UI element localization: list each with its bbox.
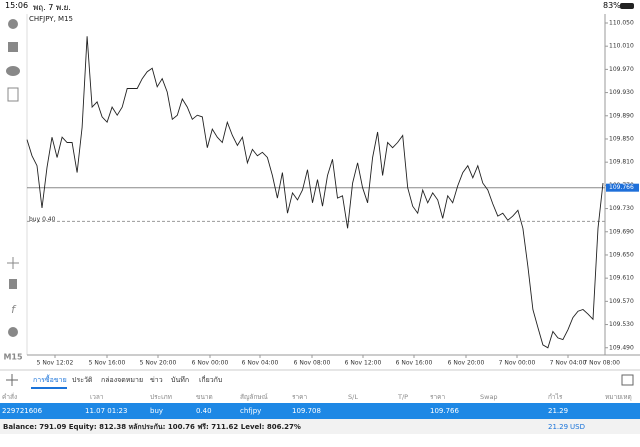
cell: 229721606	[2, 407, 43, 415]
cell: 21.29	[548, 407, 568, 415]
column-header: Swap	[480, 393, 498, 401]
cell: 109.708	[292, 407, 321, 415]
x-tick-label: 5 Nov 12:02	[37, 360, 74, 367]
x-tick-label: 5 Nov 20:00	[140, 360, 177, 367]
y-tick-label: 109.650	[609, 251, 634, 258]
objects-icon[interactable]	[8, 327, 18, 337]
y-tick-label: 109.730	[609, 205, 634, 212]
y-tick-label: 109.970	[609, 66, 634, 73]
price-line	[26, 36, 604, 349]
bid-label: 109.766	[609, 184, 634, 191]
x-tick-label: 7 Nov 08:00	[583, 360, 620, 367]
y-tick-label: 110.010	[609, 43, 634, 50]
column-header: กำไร	[548, 393, 563, 401]
tab[interactable]: การซื้อขาย	[33, 373, 67, 384]
column-header: S/L	[348, 393, 358, 401]
cell: chfjpy	[240, 407, 261, 415]
y-tick-label: 109.530	[609, 321, 634, 328]
x-tick-label: 6 Nov 00:00	[192, 360, 229, 367]
tab[interactable]: เกี่ยวกับ	[199, 375, 222, 384]
cell: 11.07 01:23	[85, 407, 127, 415]
balance-summary: Balance: 791.09 Equity: 812.38 หลักประกั…	[3, 423, 301, 431]
add-button[interactable]	[6, 374, 18, 386]
y-tick-label: 109.850	[609, 135, 634, 142]
column-header: T/P	[397, 393, 408, 401]
layout-icon[interactable]	[621, 374, 634, 386]
new-order-icon[interactable]	[7, 87, 19, 102]
tab[interactable]: กล่องจดหมาย	[101, 376, 143, 384]
crosshair-icon[interactable]	[7, 257, 19, 269]
order-label: buy 0.40	[29, 216, 56, 223]
column-header: ราคา	[292, 393, 307, 401]
chat-icon[interactable]	[6, 66, 20, 76]
cell: 0.40	[196, 407, 212, 415]
battery-icon	[620, 3, 634, 9]
timeframe[interactable]: M15	[3, 353, 23, 362]
tab[interactable]: ประวัติ	[72, 376, 93, 384]
y-tick-label: 109.570	[609, 298, 634, 305]
function-icon[interactable]: f	[11, 303, 17, 316]
status-battery: 83%	[603, 1, 621, 10]
account-icon[interactable]	[8, 19, 18, 29]
status-date: พฤ. 7 พ.ย.	[33, 3, 71, 12]
y-tick-label: 109.690	[609, 228, 634, 235]
column-header: หมายเหตุ	[605, 393, 632, 401]
x-tick-label: 6 Nov 20:00	[448, 360, 485, 367]
tab[interactable]: ข่าว	[150, 376, 163, 384]
x-tick-label: 7 Nov 00:00	[499, 360, 536, 367]
total-profit: 21.29	[548, 423, 568, 431]
balance-bar	[0, 419, 640, 434]
column-header: ขนาด	[196, 393, 213, 401]
cell: buy	[150, 407, 163, 415]
column-header: ประเภท	[150, 393, 172, 401]
column-header: สัญลักษณ์	[240, 393, 268, 401]
y-tick-label: 109.610	[609, 275, 634, 282]
selected-row[interactable]	[0, 403, 640, 419]
trade-icon[interactable]	[8, 42, 18, 52]
y-tick-label: 109.490	[609, 344, 634, 351]
y-tick-label: 109.890	[609, 112, 634, 119]
column-header: คำสั่ง	[2, 392, 17, 401]
x-tick-label: 6 Nov 04:00	[242, 360, 279, 367]
x-tick-label: 6 Nov 08:00	[294, 360, 331, 367]
x-tick-label: 6 Nov 12:00	[345, 360, 382, 367]
tab[interactable]: บันทึก	[171, 375, 189, 384]
y-tick-label: 110.050	[609, 19, 634, 26]
x-tick-label: 6 Nov 16:00	[396, 360, 433, 367]
x-tick-label: 7 Nov 04:00	[550, 360, 587, 367]
y-tick-label: 109.930	[609, 89, 634, 96]
column-header: ราคา	[430, 393, 445, 401]
bid-box	[606, 183, 639, 192]
chart-title: CHFJPY, M15	[29, 15, 73, 23]
currency: USD	[570, 423, 585, 431]
indicator-icon[interactable]	[9, 279, 17, 289]
x-tick-label: 5 Nov 16:00	[89, 360, 126, 367]
cell: 109.766	[430, 407, 459, 415]
column-header: เวลา	[90, 393, 104, 401]
y-tick-label: 109.810	[609, 159, 634, 166]
status-time: 15:06	[5, 1, 29, 10]
